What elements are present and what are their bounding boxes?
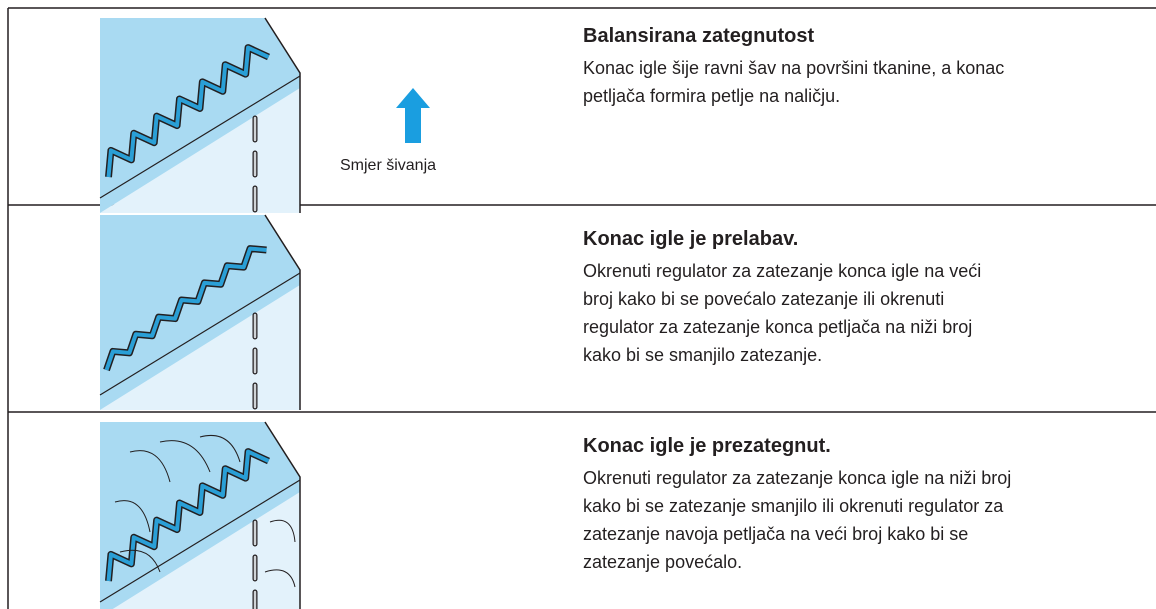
row-text: zatezanje povećalo. [583,552,742,572]
direction-label: Smjer šivanja [340,157,436,174]
fiber [129,450,171,483]
row-text: kako bi se smanjilo zatezanje. [583,345,822,365]
row-text: regulator za zatezanje konca petljača na… [583,317,972,337]
row: Konac igle je prelabav. Okrenuti regulato… [100,215,981,410]
direction-arrow [396,88,430,143]
illustration [100,18,300,213]
row-text: Okrenuti regulator za zatezanje konca ig… [583,468,1011,488]
row-title: Konac igle je prezategnut. [583,435,831,457]
fiber [269,519,296,543]
fabric [100,215,300,410]
illustration [100,215,300,410]
row-text: Konac igle šije ravni šav na površini tk… [583,58,1004,78]
row: Smjer šivanja Balansirana zategnutost Kona… [100,18,1004,213]
stitch [106,449,270,582]
fiber [199,435,241,463]
row-text: broj kako bi se povećalo zatezanje ili o… [583,289,944,309]
row-text: Okrenuti regulator za zatezanje konca ig… [583,261,981,281]
row-text: kako bi se zatezanje smanjilo ili okrenu… [583,496,1004,516]
stitch [104,246,267,371]
fiber [119,549,161,573]
row-text: petljača formira petlje na naličju. [583,86,840,106]
row-title: Konac igle je prelabav. [583,228,798,250]
row-title: Balansirana zategnutost [583,25,815,47]
illustration [100,422,300,609]
fiber [114,500,151,533]
row: Konac igle je prezategnut. Okrenuti regul… [100,422,1011,609]
fiber [264,569,296,588]
row-text: zatezanje navoja petljača na veći broj k… [583,524,968,544]
fabric [100,18,300,213]
fiber [159,440,211,473]
stitch [106,45,270,178]
